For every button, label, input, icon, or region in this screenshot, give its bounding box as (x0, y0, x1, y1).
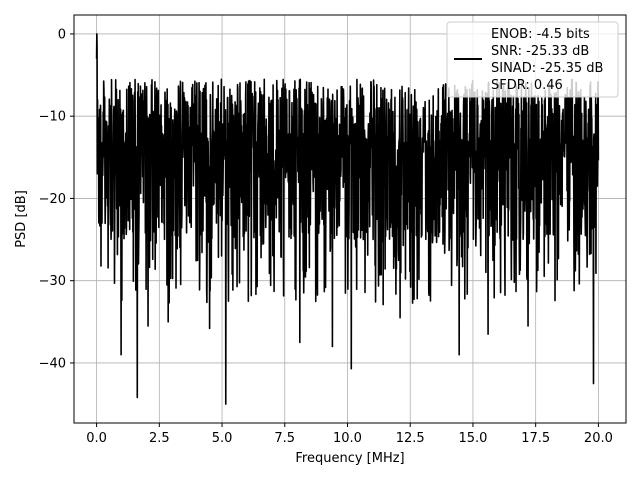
x-axis: 0.0 2.5 5.0 7.5 10.0 12.5 15.0 17.5 20.0 (86, 423, 613, 446)
psd-series-line (95, 33, 600, 405)
y-tick-label: 0 (58, 27, 66, 42)
legend: ENOB: -4.5 bits SNR: -25.33 dB SINAD: -2… (446, 21, 619, 98)
x-tick-label: 2.5 (149, 431, 170, 446)
y-tick-label: −20 (39, 192, 66, 207)
legend-snr: SNR: -25.33 dB (491, 44, 589, 59)
x-tick-label: 5.0 (212, 431, 233, 446)
legend-sfdr: SFDR: 0.46 (491, 78, 563, 93)
legend-enob: ENOB: -4.5 bits (491, 27, 590, 42)
y-tick-label: −40 (39, 356, 66, 371)
x-axis-label: Frequency [MHz] (295, 451, 404, 466)
x-tick-label: 12.5 (396, 431, 425, 446)
x-tick-label: 20.0 (584, 431, 613, 446)
y-axis: 0 −10 −20 −30 −40 (39, 27, 74, 371)
x-tick-label: 0.0 (86, 431, 107, 446)
x-tick-label: 7.5 (274, 431, 295, 446)
legend-sinad: SINAD: -25.35 dB (491, 61, 603, 76)
y-tick-label: −10 (39, 110, 66, 125)
y-tick-label: −30 (39, 274, 66, 289)
plot-area (95, 33, 600, 405)
x-tick-label: 10.0 (333, 431, 362, 446)
legend-box (446, 21, 619, 98)
x-tick-label: 15.0 (458, 431, 487, 446)
x-tick-label: 17.5 (521, 431, 550, 446)
axes-frame (73, 14, 627, 424)
y-axis-label: PSD [dB] (14, 190, 29, 248)
